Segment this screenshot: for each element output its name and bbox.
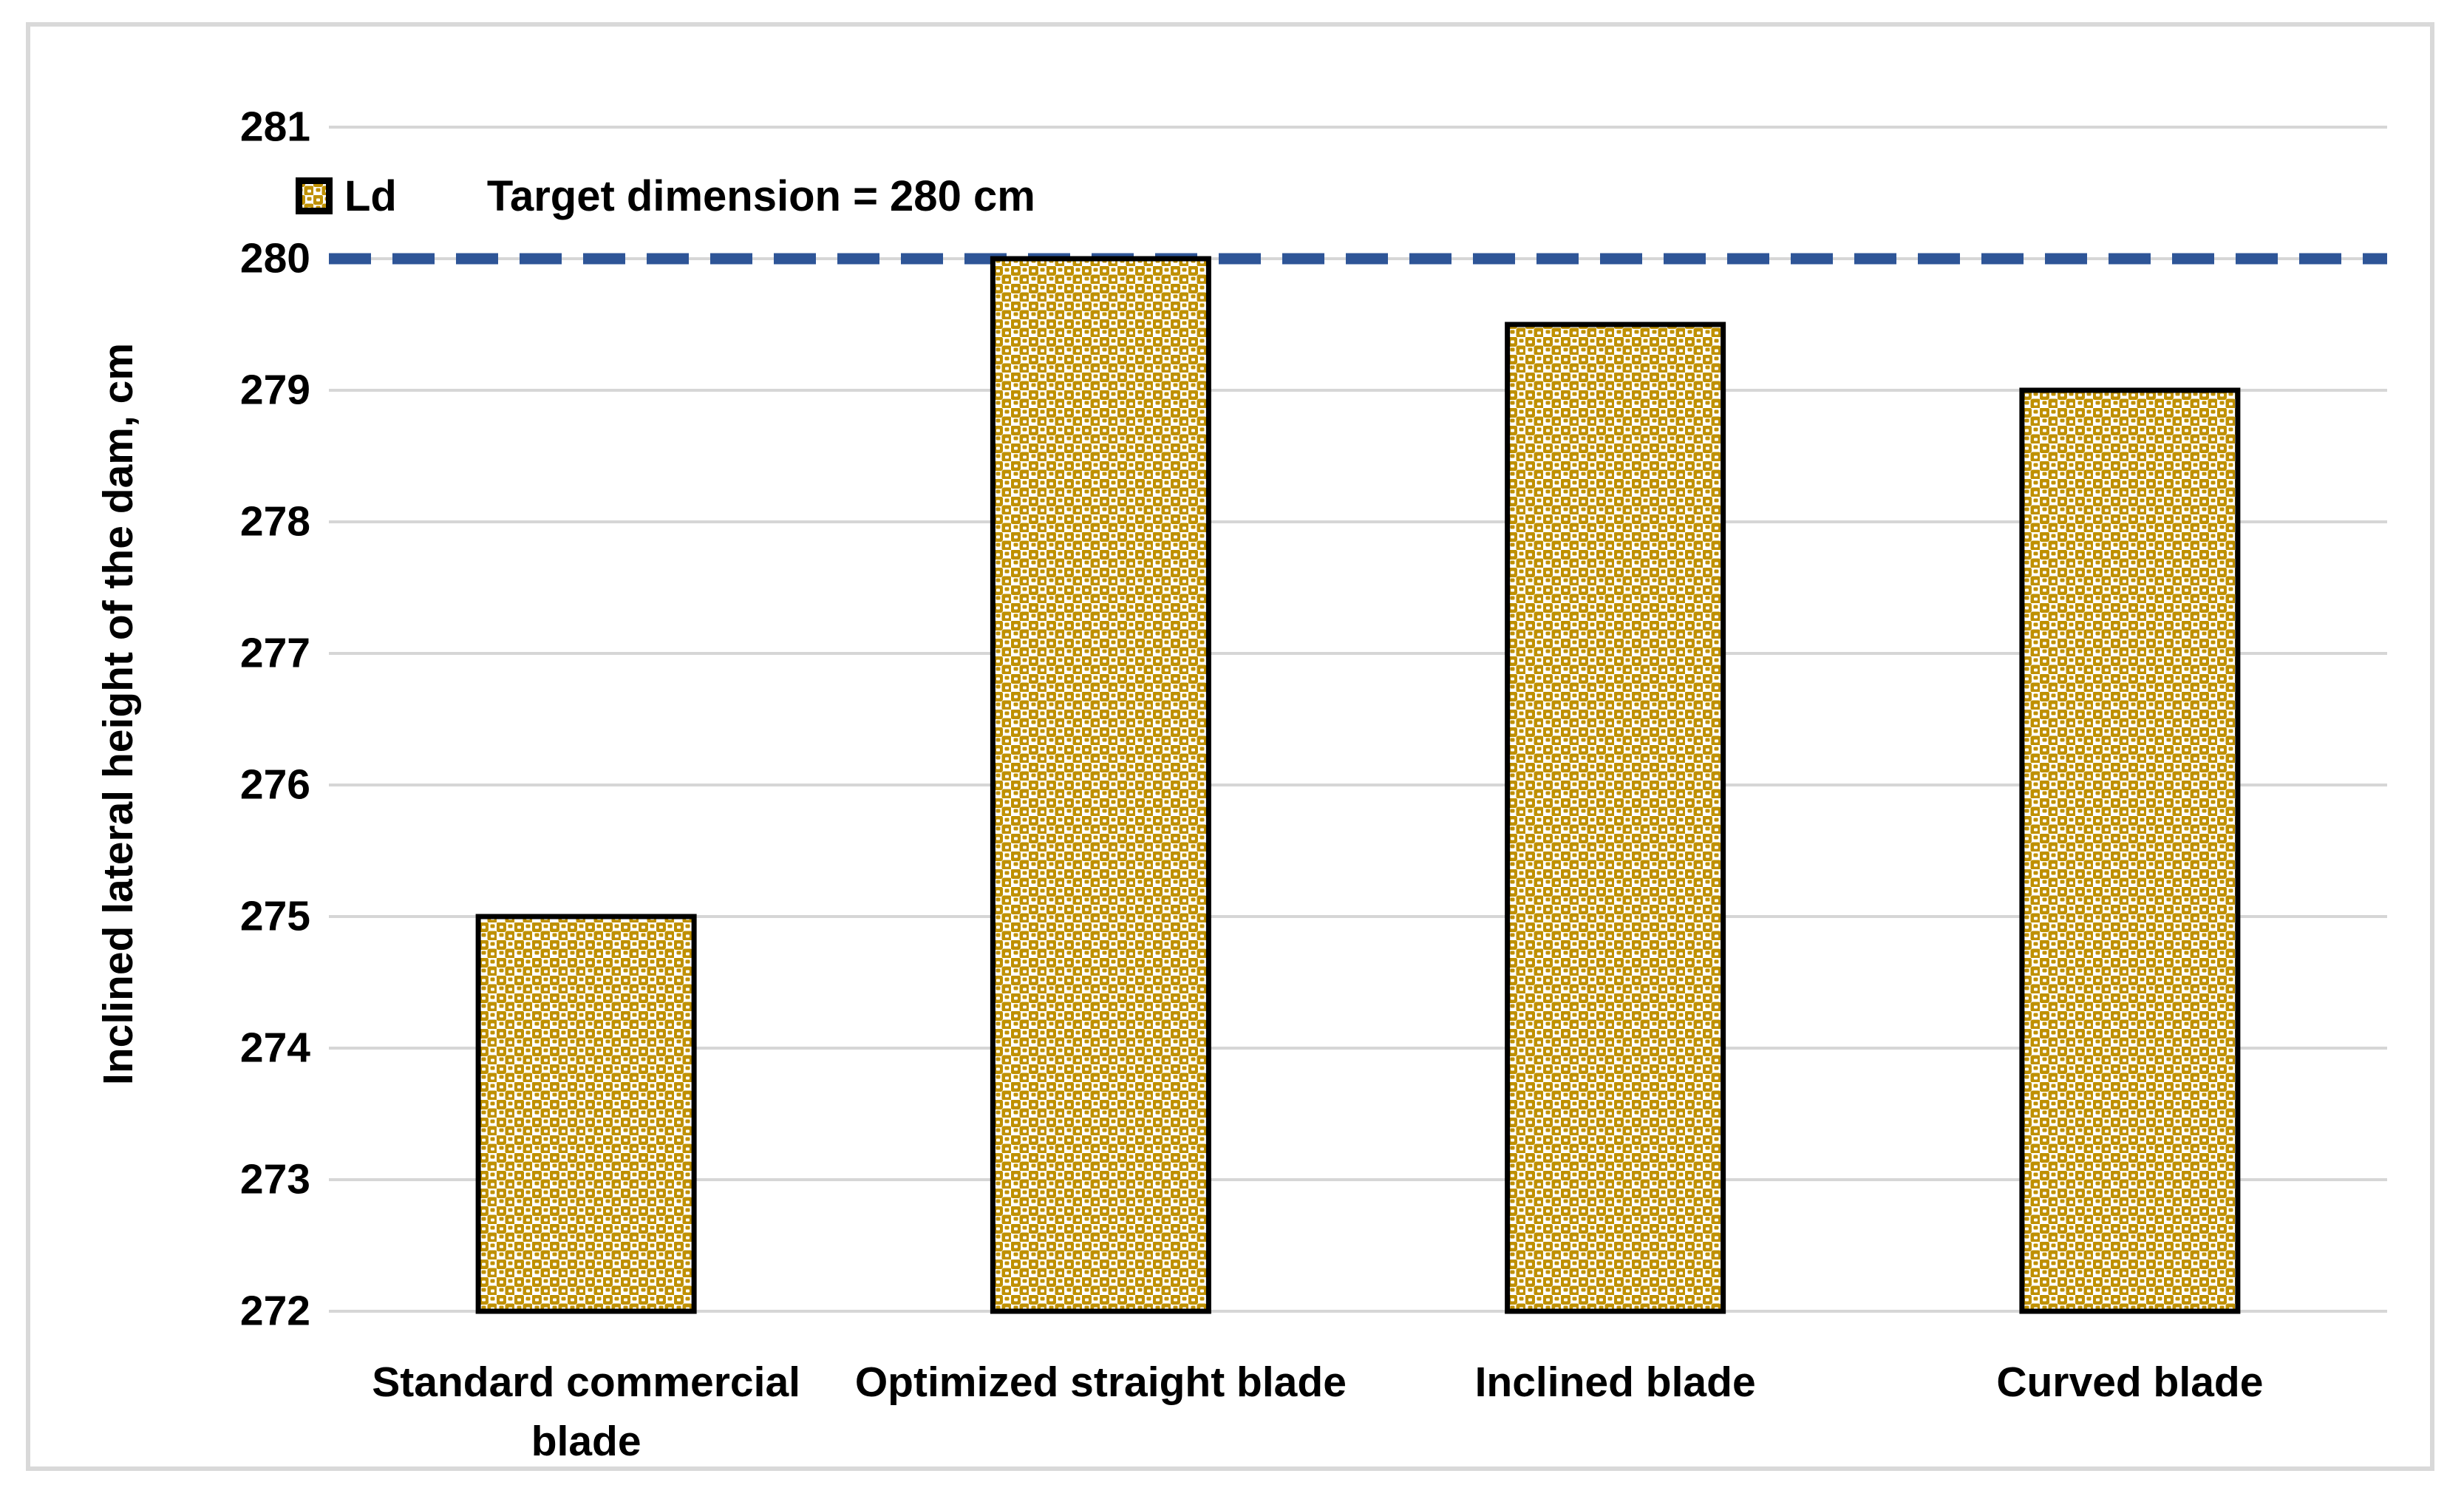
bar (1505, 322, 1726, 1314)
x-category-label: Inclined blade (1474, 1359, 1756, 1406)
bars (475, 256, 2241, 1314)
x-category-label: Curved blade (1996, 1359, 2264, 1406)
legend-target-label: Target dimension = 280 cm (486, 171, 1035, 220)
x-category-label: Standard commercial blade (372, 1359, 800, 1465)
y-tick-label: 281 (239, 103, 310, 151)
legend-pattern-swatch-icon (296, 177, 333, 214)
legend-series-label: Ld (344, 171, 397, 220)
y-tick-label: 278 (239, 497, 310, 545)
y-tick-label: 273 (239, 1155, 310, 1203)
y-axis-title: Inclined lateral height of the dam, cm (95, 342, 142, 1086)
y-tick-label: 280 (239, 234, 310, 282)
x-category-label: Optimized straight blade (854, 1359, 1347, 1406)
y-tick-label: 272 (239, 1287, 310, 1335)
y-tick-label: 274 (239, 1024, 310, 1072)
bar (990, 256, 1211, 1314)
y-tick-label: 275 (239, 892, 310, 940)
bar (2019, 387, 2241, 1314)
bar (475, 914, 697, 1314)
y-tick-label: 276 (239, 761, 310, 809)
y-tick-label: 277 (239, 629, 310, 677)
legend: Ld Target dimension = 280 cm (296, 171, 1035, 220)
y-tick-label: 279 (239, 366, 310, 414)
